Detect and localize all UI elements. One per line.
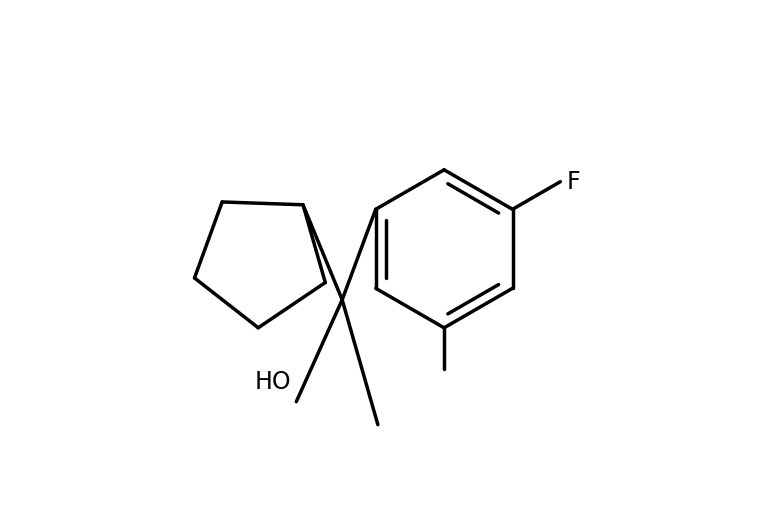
Text: F: F [567,170,580,194]
Text: HO: HO [255,370,291,394]
